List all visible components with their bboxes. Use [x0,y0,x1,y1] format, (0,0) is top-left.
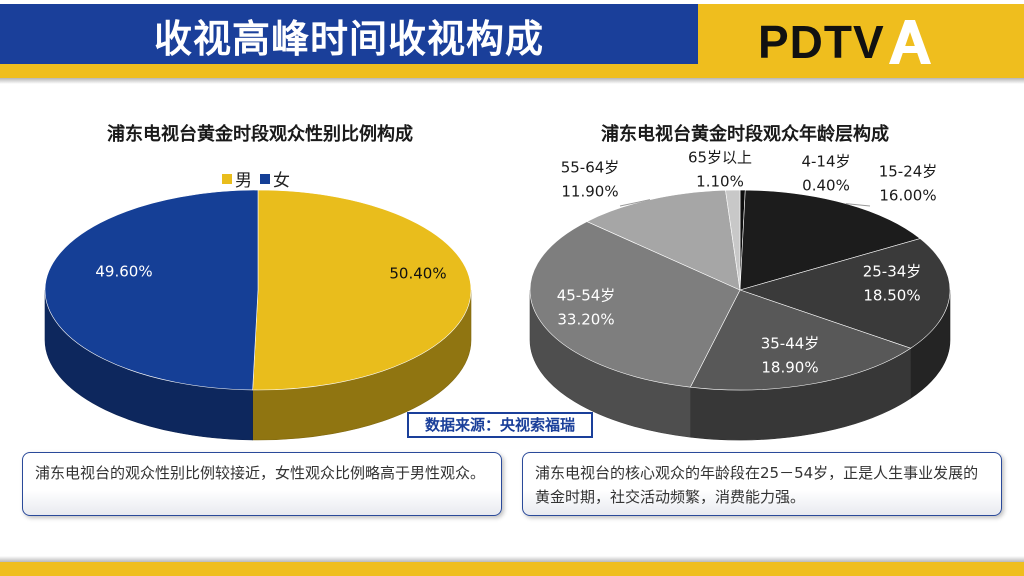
pie-slice-35-44岁 [689,289,912,391]
pie-slice-男 [252,189,472,391]
pie-label-45-54岁-name: 45-54岁 [557,287,616,305]
header-blue-band [0,4,698,64]
pie-label-45-54岁-value: 33.20% [557,311,614,329]
gender-chart-title: 浦东电视台黄金时段观众性别比例构成 [107,124,413,145]
legend-item-male: 男 [222,166,252,191]
pie-slice-65岁以上 [725,189,741,291]
header-shadow [0,78,1024,84]
footer-shadow [0,556,1024,562]
pie-slice-25-34岁 [738,238,951,349]
logo-text: PDTV [758,16,885,68]
leader-line-55-64岁 [619,199,651,207]
legend-label-male: 男 [235,171,252,191]
pie-label-35-44岁-value: 18.90% [761,359,818,377]
pie-slice-55-64岁 [586,189,741,291]
pie-label-15-24岁-name: 15-24岁 [879,163,938,181]
pie-label-25-34岁-name: 25-34岁 [863,263,922,281]
page-title: 收视高峰时间收视构成 [153,17,544,61]
logo-a-icon [888,20,931,64]
header-yellow-block [698,4,1024,78]
pie-label-4-14岁-name: 4-14岁 [801,153,850,171]
header-yellow-stripe [0,64,698,78]
legend-swatch-female [260,173,270,184]
legend-item-female: 女 [260,166,290,191]
legend-swatch-male [222,173,232,184]
pie-label-男-value: 50.40% [389,265,446,283]
pie-label-女-value: 49.60% [95,263,152,281]
pie-label-55-64岁-value: 11.90% [561,183,618,201]
pie-slice-女 [44,189,259,391]
pie-slice-45-54岁 [529,221,741,388]
pdtv-logo: PDTV [758,16,933,68]
header-bar: 收视高峰时间收视构成 PDTV [0,0,1024,84]
footer-bar [0,562,1024,576]
gender-legend: 男 女 [222,166,298,191]
pie-label-15-24岁-value: 16.00% [879,187,936,205]
pie-label-25-34岁-value: 18.50% [863,287,920,305]
pie-label-35-44岁-name: 35-44岁 [761,335,820,353]
pie-label-65岁以上-value: 1.10% [696,173,744,191]
age-note: 浦东电视台的核心观众的年龄段在25－54岁，正是人生事业发展的黄金时期，社交活动… [522,452,1002,516]
age-chart-title: 浦东电视台黄金时段观众年龄层构成 [601,124,889,145]
pie-slice-15-24岁 [739,189,921,291]
pie-label-65岁以上-name: 65岁以上 [688,149,752,167]
pie-label-55-64岁-name: 55-64岁 [561,159,620,177]
pie-label-4-14岁-value: 0.40% [802,177,850,195]
leader-line-15-24岁 [845,203,871,207]
data-source-label: 数据来源：央视索福瑞 [407,412,593,438]
legend-label-female: 女 [273,171,290,191]
gender-note: 浦东电视台的观众性别比例较接近，女性观众比例略高于男性观众。 [22,452,502,516]
